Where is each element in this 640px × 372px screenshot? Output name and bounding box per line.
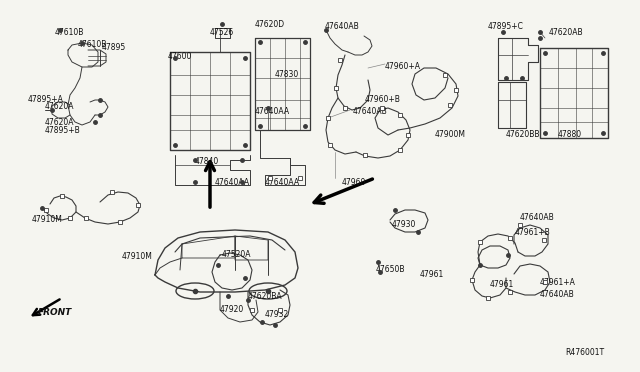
Text: 47895+C: 47895+C (488, 22, 524, 31)
Text: 47960+B: 47960+B (365, 95, 401, 104)
Text: 47640AA: 47640AA (255, 107, 290, 116)
Text: 47620AB: 47620AB (549, 28, 584, 37)
Text: 47900M: 47900M (435, 130, 466, 139)
Text: 47650B: 47650B (376, 265, 406, 274)
Text: 47830: 47830 (275, 70, 300, 79)
Text: 47620BA: 47620BA (248, 292, 283, 301)
Text: 47932: 47932 (265, 310, 289, 319)
Text: 47620BB: 47620BB (506, 130, 541, 139)
Text: 47961+A: 47961+A (540, 278, 576, 287)
Text: 47620D: 47620D (255, 20, 285, 29)
Text: 47961+B: 47961+B (515, 228, 551, 237)
Text: 47910M: 47910M (32, 215, 63, 224)
Text: 47895+B: 47895+B (45, 126, 81, 135)
Text: 47880: 47880 (558, 130, 582, 139)
Text: 47520A: 47520A (222, 250, 252, 259)
Text: 47640AA: 47640AA (215, 178, 250, 187)
Text: 47640AB: 47640AB (353, 107, 388, 116)
Text: 47640AB: 47640AB (325, 22, 360, 31)
Text: 47895: 47895 (102, 43, 126, 52)
Text: FRONT: FRONT (38, 308, 72, 317)
Text: 47960+A: 47960+A (385, 62, 421, 71)
Text: 47640AB: 47640AB (540, 290, 575, 299)
Text: 47961: 47961 (420, 270, 444, 279)
Text: 47610B: 47610B (78, 40, 108, 49)
Text: 47960: 47960 (342, 178, 366, 187)
Text: 47640AB: 47640AB (520, 213, 555, 222)
Text: 47895+A: 47895+A (28, 95, 64, 104)
Text: 47620A: 47620A (45, 118, 74, 127)
Text: 47961: 47961 (490, 280, 515, 289)
Text: R476001T: R476001T (565, 348, 604, 357)
Text: 47600: 47600 (168, 52, 193, 61)
Text: 47526: 47526 (210, 28, 234, 37)
Text: 47640AA: 47640AA (265, 178, 300, 187)
Text: 47920: 47920 (220, 305, 244, 314)
Text: 47930: 47930 (392, 220, 417, 229)
Text: 47910M: 47910M (122, 252, 153, 261)
Text: 47620A: 47620A (45, 102, 74, 111)
Text: 47840: 47840 (195, 157, 220, 166)
Text: 47610B: 47610B (55, 28, 84, 37)
